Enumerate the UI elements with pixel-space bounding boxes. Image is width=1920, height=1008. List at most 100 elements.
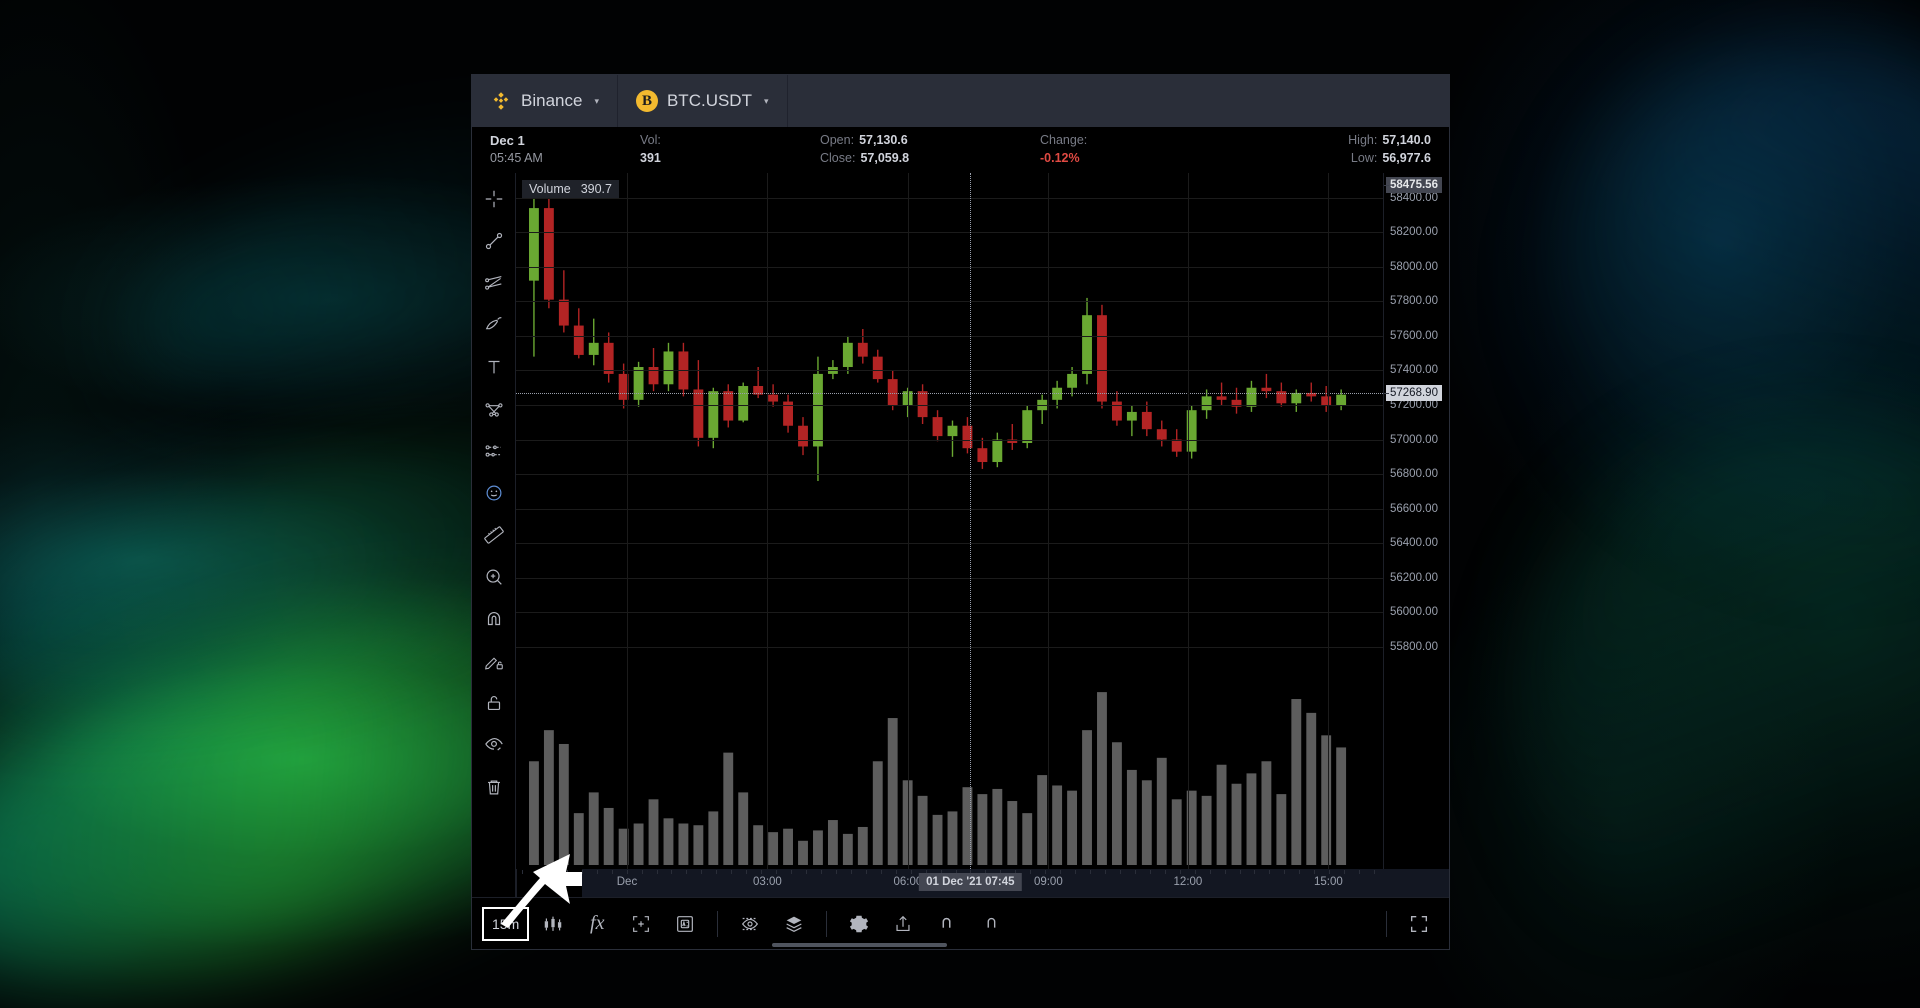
time-axis-tick: [1015, 870, 1017, 874]
grid-line-vertical: [1187, 173, 1189, 869]
volume-bar: [738, 792, 749, 865]
magnet-icon[interactable]: [476, 599, 512, 639]
drawing-lock-icon[interactable]: [476, 641, 512, 681]
time-axis-tick: [1194, 870, 1196, 874]
candle-body: [1336, 394, 1347, 406]
candle-body: [798, 425, 808, 447]
volume-bar: [558, 743, 569, 865]
volume-bar: [1231, 783, 1242, 865]
fib-retracement-icon[interactable]: [476, 263, 512, 303]
price-axis-label: 58000.00: [1390, 260, 1438, 273]
share-upload-icon[interactable]: [883, 907, 923, 941]
info-open-value: 57,130.6: [859, 133, 908, 148]
time-axis-tick: [835, 870, 837, 874]
time-axis-tick: [656, 870, 658, 874]
emoji-icon[interactable]: [476, 473, 512, 513]
time-axis-tick: [1060, 870, 1062, 874]
candle-body: [887, 379, 898, 406]
candle-body: [588, 342, 599, 355]
price-plot-area[interactable]: Volume 390.7: [516, 173, 1383, 869]
volume-bar: [1111, 742, 1122, 865]
horizontal-scrollbar[interactable]: [772, 943, 947, 947]
time-axis-tick: [970, 870, 972, 874]
compare-icon[interactable]: [665, 907, 705, 941]
brush-icon[interactable]: [476, 305, 512, 345]
volume-bar: [1246, 773, 1257, 865]
crosshair-icon[interactable]: [476, 179, 512, 219]
time-axis-tick: [701, 870, 703, 874]
grid-line-vertical: [907, 173, 909, 869]
undo-icon[interactable]: [927, 907, 967, 941]
chevron-down-icon[interactable]: ▾: [763, 95, 769, 106]
display-eye-icon[interactable]: [730, 907, 770, 941]
candle-body: [738, 386, 749, 421]
volume-indicator-legend[interactable]: Volume 390.7: [522, 180, 619, 198]
patterns-icon[interactable]: [476, 389, 512, 429]
volume-bar: [1067, 790, 1078, 865]
forecast-icon[interactable]: [476, 431, 512, 471]
volume-bar: [1156, 757, 1167, 865]
price-axis-label: 57800.00: [1390, 295, 1438, 308]
indicators-fx-icon[interactable]: fx: [590, 912, 605, 934]
candle-body: [558, 299, 569, 326]
lock-icon[interactable]: [476, 683, 512, 723]
time-axis-tick: [1284, 870, 1286, 874]
chart-type-candles-icon[interactable]: [533, 907, 573, 941]
layers-icon[interactable]: [774, 907, 814, 941]
trash-icon[interactable]: [476, 767, 512, 807]
time-axis-tick: [581, 870, 583, 874]
redo-icon[interactable]: [971, 907, 1011, 941]
time-axis-tick: [1179, 870, 1181, 874]
chevron-down-icon[interactable]: ▾: [594, 95, 599, 106]
volume-bar: [827, 820, 838, 865]
window-tab-bar: Binance ▾ B BTC.USDT ▾: [472, 75, 1449, 127]
candle-body: [1126, 411, 1137, 421]
time-axis-tick: [746, 870, 748, 874]
volume-bar: [917, 795, 928, 865]
price-axis-label: 58200.00: [1390, 226, 1438, 239]
crosshair-horizontal-line: [516, 393, 1383, 395]
time-axis-tick: [611, 870, 613, 874]
grid-line-horizontal: [516, 197, 1383, 199]
volume-bar: [1321, 735, 1332, 865]
zoom-in-icon[interactable]: [476, 557, 512, 597]
candle-body: [947, 425, 958, 437]
fullscreen-icon[interactable]: [1399, 907, 1439, 941]
grid-line-horizontal: [516, 335, 1383, 337]
candle-body: [962, 425, 973, 449]
time-axis-tick: [641, 870, 643, 874]
time-axis-tick: [671, 870, 673, 874]
measure-icon[interactable]: [476, 515, 512, 555]
volume-bar: [618, 828, 629, 865]
template-icon[interactable]: [621, 907, 661, 941]
info-datetime: Dec 1 05:45 AM: [490, 133, 640, 167]
drawing-toolbar: [472, 173, 516, 869]
time-axis-tick: [1075, 870, 1077, 874]
time-axis-tick: [865, 870, 867, 874]
price-axis-high-label: 58475.56: [1386, 176, 1442, 193]
volume-bar: [1126, 769, 1137, 865]
hide-drawings-icon[interactable]: [476, 725, 512, 765]
interval-button[interactable]: 15m: [482, 906, 530, 941]
trend-line-icon[interactable]: [476, 221, 512, 261]
tab-symbol-btcusdt[interactable]: B BTC.USDT ▾: [618, 75, 788, 127]
volume-bar: [529, 761, 539, 865]
tab-exchange-binance[interactable]: Binance ▾: [472, 75, 618, 127]
text-icon[interactable]: [476, 347, 512, 387]
time-axis-right-pad: [516, 869, 582, 897]
time-axis-tick: [955, 870, 957, 874]
volume-bar: [1186, 790, 1197, 865]
volume-bar: [543, 730, 554, 865]
price-axis-label: 57200.00: [1390, 399, 1438, 411]
settings-gear-icon[interactable]: [839, 907, 879, 941]
time-axis-tick: [1374, 870, 1376, 874]
time-axis-tick: [1045, 870, 1047, 874]
price-axis-label: 56400.00: [1390, 537, 1438, 550]
price-axis-label: 57000.00: [1390, 433, 1438, 446]
candle-body: [753, 386, 764, 395]
candle-body: [1216, 396, 1227, 400]
candle-body: [1007, 439, 1018, 444]
price-axis[interactable]: 58400.00 58200.00 58000.00 57800.00 57600.00…: [1383, 173, 1449, 869]
candle-body: [1291, 392, 1302, 404]
time-axis-tick: [895, 870, 897, 874]
